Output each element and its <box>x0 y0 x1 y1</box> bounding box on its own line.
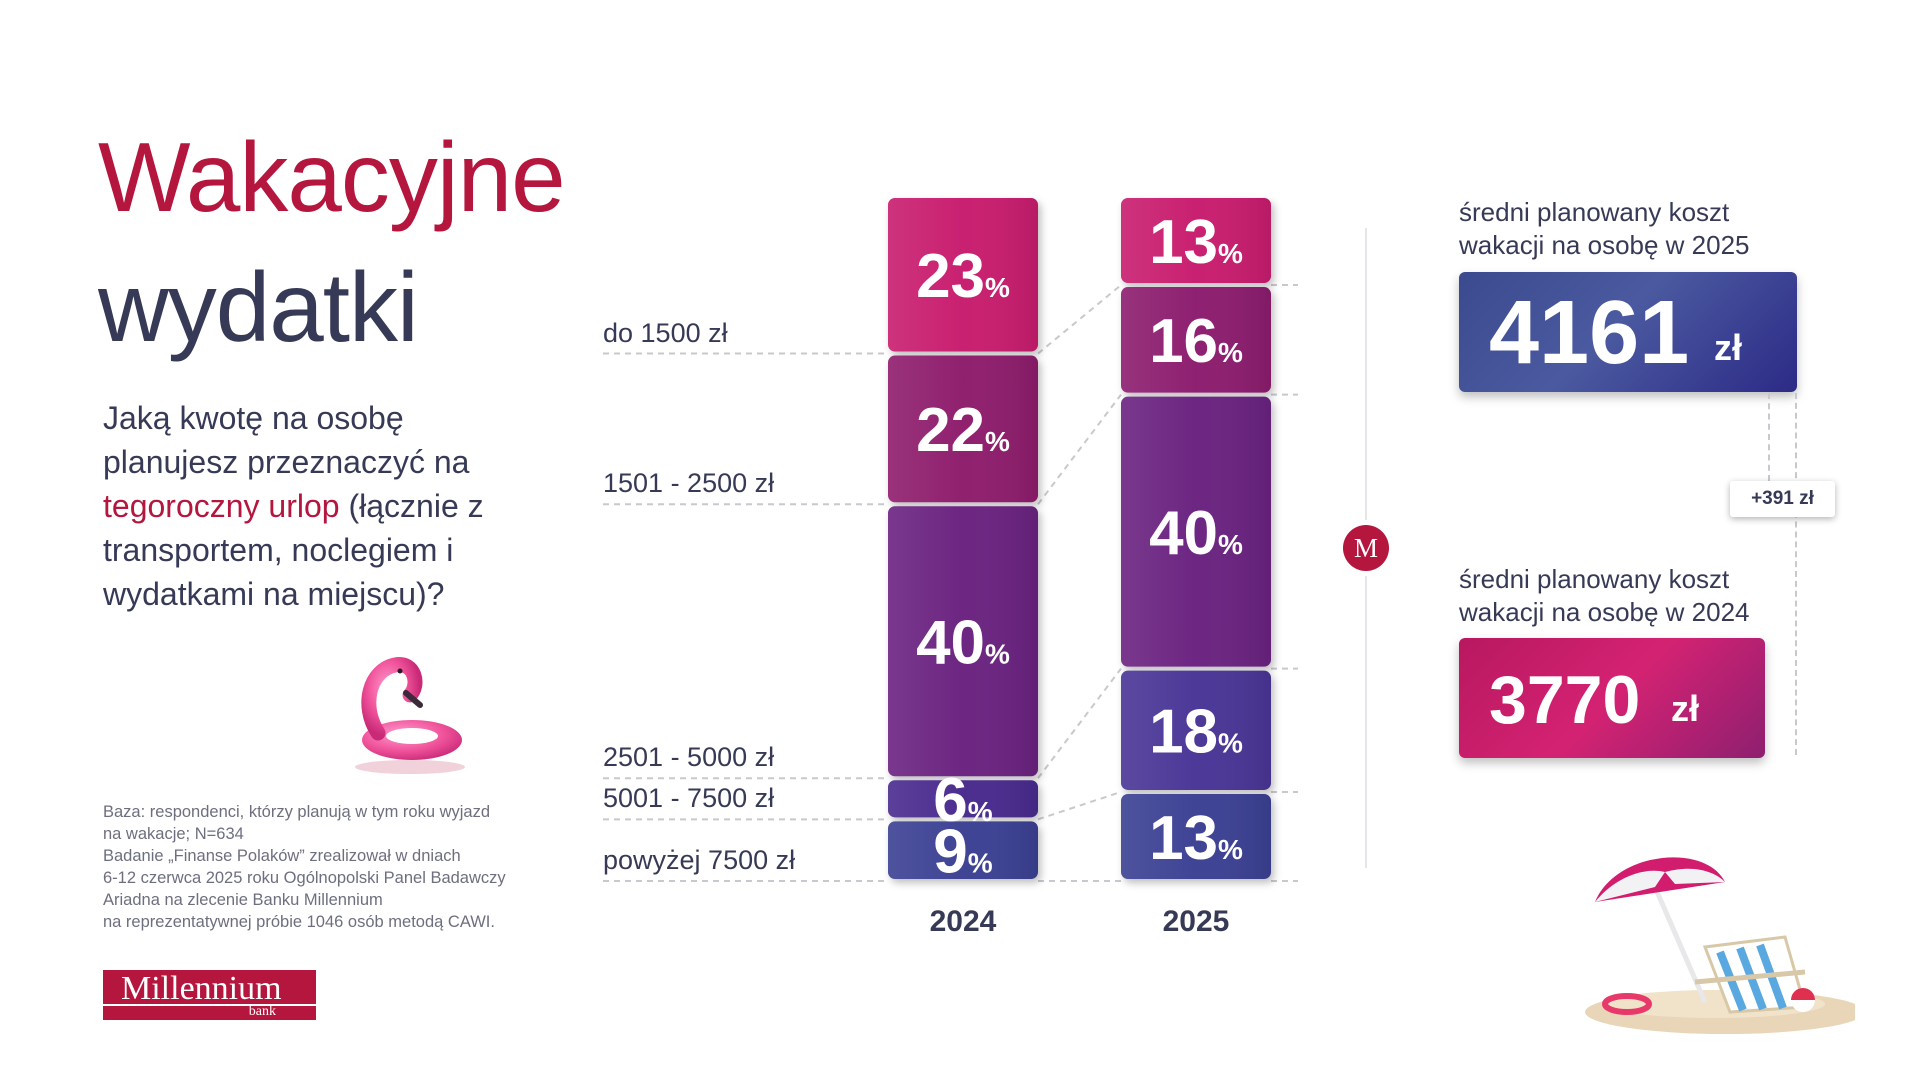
cost-2025-label: średni planowany koszt wakacji na osobę … <box>1459 196 1750 262</box>
category-label: 1501 - 2500 zł <box>603 468 775 499</box>
bar-segment-2025-0 <box>1121 198 1271 284</box>
page-title-line2: wydatki <box>98 252 419 362</box>
bar-sheen <box>1121 396 1271 667</box>
category-label: 5001 - 7500 zł <box>603 783 775 814</box>
bar-value-label: 13% <box>1149 208 1243 277</box>
logo-sub: bank <box>248 1004 276 1019</box>
category-label: do 1500 zł <box>603 317 728 348</box>
bar-segment-2025-1 <box>1121 287 1271 393</box>
bar-segment-2024-0 <box>888 198 1038 352</box>
cost-2025-label-line1: średni planowany koszt <box>1459 197 1730 227</box>
bar-segment-2025-4 <box>1121 793 1271 879</box>
bar-sheen <box>888 198 1038 352</box>
bar-sheen <box>888 355 1038 503</box>
difference-badge: +391 zł <box>1730 481 1835 517</box>
cost-2025-value: 4161 <box>1489 283 1690 383</box>
bar-value-label: 16% <box>1149 307 1243 376</box>
question-highlight: tegoroczny urlop <box>103 488 340 524</box>
cost-2024-label-line1: średni planowany koszt <box>1459 564 1730 594</box>
bar-value-label: 9% <box>933 817 992 886</box>
category-label: 2501 - 5000 zł <box>603 742 775 773</box>
connector-line <box>1037 284 1122 355</box>
bar-sheen <box>888 506 1038 777</box>
cost-2025-unit: zł <box>1714 327 1743 368</box>
millennium-m-icon: M <box>1343 525 1389 571</box>
bar-segment-2025-3 <box>1121 670 1271 790</box>
bar-value-label: 6% <box>933 766 992 835</box>
cost-2024-label: średni planowany koszt wakacji na osobę … <box>1459 563 1750 629</box>
connector-line <box>1037 791 1122 821</box>
bar-value-label: 23% <box>916 242 1010 311</box>
footnote-line: na reprezentatywnej próbie 1046 osób met… <box>103 913 495 931</box>
bar-sheen <box>1121 793 1271 879</box>
bar-segment-2024-4 <box>888 821 1038 879</box>
bar-value-label: 13% <box>1149 804 1243 873</box>
connector-line <box>1037 668 1122 779</box>
cost-2024-label-line2: wakacji na osobę w 2024 <box>1459 597 1750 627</box>
survey-question: Jaką kwotę na osobę planujesz przeznaczy… <box>103 396 533 616</box>
bar-sheen <box>1121 287 1271 393</box>
footnote-line: na wakacje; N=634 <box>103 825 244 843</box>
millennium-bank-logo: Millennium bank <box>103 970 316 1020</box>
bar-segment-2024-3 <box>888 780 1038 818</box>
category-label: powyżej 7500 zł <box>603 845 796 875</box>
cost-2025-label-line2: wakacji na osobę w 2025 <box>1459 230 1750 260</box>
logo-rule <box>103 1004 316 1006</box>
footnote-line: Ariadna na zlecenie Banku Millennium <box>103 891 383 909</box>
bar-segment-2025-2 <box>1121 396 1271 667</box>
cost-2024-box: 3770 zł <box>1459 638 1765 758</box>
cost-2024-unit: zł <box>1671 688 1700 729</box>
question-part2: (łącznie z transportem, noclegiem i wyda… <box>103 488 484 612</box>
bar-sheen <box>1121 670 1271 790</box>
bar-value-label: 40% <box>1149 499 1243 568</box>
connector-dashed-line <box>1768 393 1770 481</box>
beach-umbrella-chair-icon <box>1585 857 1855 1034</box>
footnote-line: Baza: respondenci, którzy planują w tym … <box>103 803 491 821</box>
logo-name: Millennium <box>121 970 282 1007</box>
cost-2025-box: 4161 zł <box>1459 272 1797 392</box>
bar-value-label: 22% <box>916 396 1010 465</box>
year-label-2025: 2025 <box>1163 905 1230 938</box>
bar-sheen <box>888 821 1038 879</box>
year-label-2024: 2024 <box>930 905 997 938</box>
question-part1: Jaką kwotę na osobę planujesz przeznaczy… <box>103 400 470 480</box>
footnote: Baza: respondenci, którzy planują w tym … <box>103 801 543 933</box>
connector-line <box>1037 394 1122 505</box>
footnote-line: Badanie „Finanse Polaków” zrealizował w … <box>103 847 461 865</box>
bar-segment-2024-1 <box>888 355 1038 503</box>
bar-value-label: 18% <box>1149 698 1243 767</box>
cost-2024-value: 3770 <box>1489 662 1641 738</box>
bar-segment-2024-2 <box>888 506 1038 777</box>
connector-dashed-line <box>1795 393 1797 755</box>
page-title-line1: Wakacyjne <box>98 122 566 232</box>
bar-value-label: 40% <box>916 609 1010 678</box>
flamingo-float-icon <box>355 657 465 774</box>
footnote-line: 6-12 czerwca 2025 roku Ogólnopolski Pane… <box>103 869 506 887</box>
bar-sheen <box>1121 198 1271 284</box>
bar-sheen <box>888 780 1038 818</box>
